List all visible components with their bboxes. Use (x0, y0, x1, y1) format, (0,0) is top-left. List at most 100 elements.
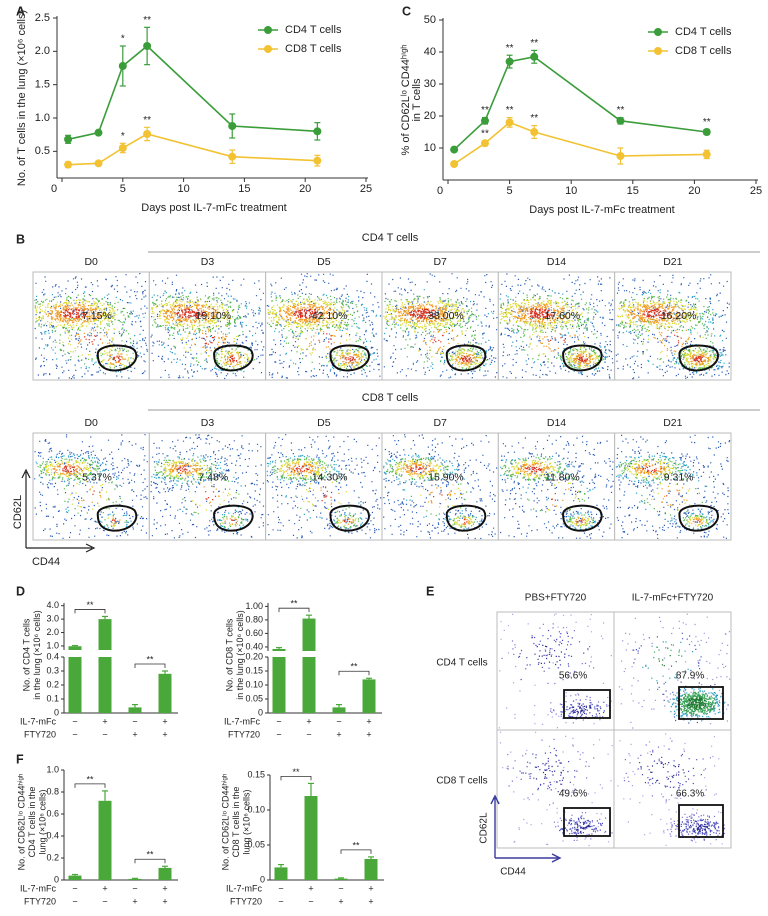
condition-sign: + (132, 896, 137, 906)
gate (445, 504, 487, 532)
y-axis-label: CD8 T cells in the (231, 787, 241, 858)
axis-label: CD62L (12, 495, 24, 529)
point (118, 62, 127, 70)
significance: ** (86, 774, 94, 784)
legend-label: CD8 T cells (285, 43, 342, 55)
condition-sign: + (102, 883, 107, 893)
gate-percent: 14.30% (312, 472, 348, 484)
flow-dots (169, 462, 238, 525)
y-axis-label: in T cells (411, 78, 423, 122)
error-bar (276, 647, 282, 649)
bar (274, 867, 288, 880)
condition-sign: − (72, 896, 77, 906)
gate (96, 504, 138, 532)
y-tick-label: 0 (258, 707, 263, 717)
gate (562, 344, 603, 372)
bar-lower (302, 657, 316, 713)
condition-sign: + (366, 716, 371, 726)
panel-letter: C (402, 4, 411, 18)
y-tick-label: 0.05 (247, 839, 265, 849)
condition-sign: + (308, 883, 313, 893)
y-tick-label: 20 (424, 110, 436, 122)
condition-sign: + (336, 729, 341, 739)
flow-dots (278, 303, 361, 365)
significance: ** (143, 115, 151, 126)
gate-percent: 49.6% (559, 788, 587, 799)
bar (362, 679, 376, 713)
y-tick-label: 3.0 (46, 613, 59, 623)
flow-dots (500, 273, 614, 379)
bar (304, 796, 318, 880)
y-axis-label: No. of CD8 T cells (224, 618, 234, 691)
flow-dots (266, 434, 382, 539)
gate-percent: 19.10% (196, 310, 232, 322)
day-label: D3 (201, 417, 215, 429)
flow-dots (527, 308, 588, 363)
x-axis-label: Days post IL-7-mFc treatment (141, 202, 287, 214)
point (480, 116, 489, 125)
point (313, 156, 322, 165)
significance: ** (703, 117, 711, 128)
gate-percent: 7.15% (82, 310, 112, 322)
series-line (68, 133, 318, 166)
error-bar (278, 863, 284, 868)
condition-sign: + (366, 729, 371, 739)
gate (329, 344, 370, 372)
point (450, 145, 459, 154)
x-axis-label: Days post IL-7-mFc treatment (529, 204, 675, 216)
condition-label: FTY720 (230, 896, 262, 906)
condition-label: IL-7-mFc (20, 716, 57, 726)
flow-dots (501, 457, 594, 528)
panel-letter: D (16, 584, 25, 598)
significance: ** (506, 43, 514, 54)
bar (332, 707, 346, 713)
bar (128, 707, 142, 713)
y-tick-label: 0.2 (46, 679, 59, 689)
point (505, 57, 514, 66)
gate (329, 504, 370, 532)
point (530, 52, 539, 61)
condition-label: FTY720 (24, 729, 56, 739)
condition-sign: − (306, 729, 311, 739)
point (616, 116, 625, 125)
day-label: D0 (84, 256, 98, 268)
gate-percent: 15.90% (428, 472, 464, 484)
x-tick-label: 20 (688, 185, 700, 197)
y-tick-label: 0 (54, 874, 59, 884)
day-label: D3 (201, 256, 215, 268)
y-tick-label: 1.0 (46, 764, 59, 774)
significance-bracket (278, 607, 310, 613)
axis-arrow (495, 853, 562, 863)
y-tick-label: 0.60 (245, 628, 263, 638)
significance: ** (143, 15, 151, 26)
flow-dots (658, 655, 707, 710)
y-axis-label: lung (×10⁶ cells) (241, 790, 251, 855)
significance: ** (290, 599, 298, 609)
y-tick-label: 0.6 (46, 808, 59, 818)
x-tick-label: 0 (51, 183, 57, 195)
y-tick-label: 0.05 (245, 693, 263, 703)
flow-dots (408, 308, 472, 363)
error-bar (102, 790, 108, 801)
bar-lower (272, 657, 286, 713)
gate-percent: 9.31% (664, 472, 694, 484)
condition-sign: − (278, 883, 283, 893)
significance: ** (530, 38, 538, 49)
flow-dots (615, 274, 730, 380)
legend-marker (654, 28, 662, 36)
legend-marker (264, 45, 272, 53)
bar (128, 707, 142, 713)
axis-arrow (21, 468, 31, 548)
axis-arrow (26, 543, 96, 553)
panel-letter: B (16, 232, 25, 246)
error-bar (308, 782, 314, 796)
bar (68, 875, 82, 880)
bar-lower (68, 657, 82, 713)
flow-plot (613, 729, 732, 849)
gate-percent: 11.80% (545, 472, 580, 484)
y-tick-label: 0.1 (46, 693, 59, 703)
flow-dots (45, 303, 127, 366)
significance: ** (481, 105, 489, 116)
bar (272, 648, 286, 713)
